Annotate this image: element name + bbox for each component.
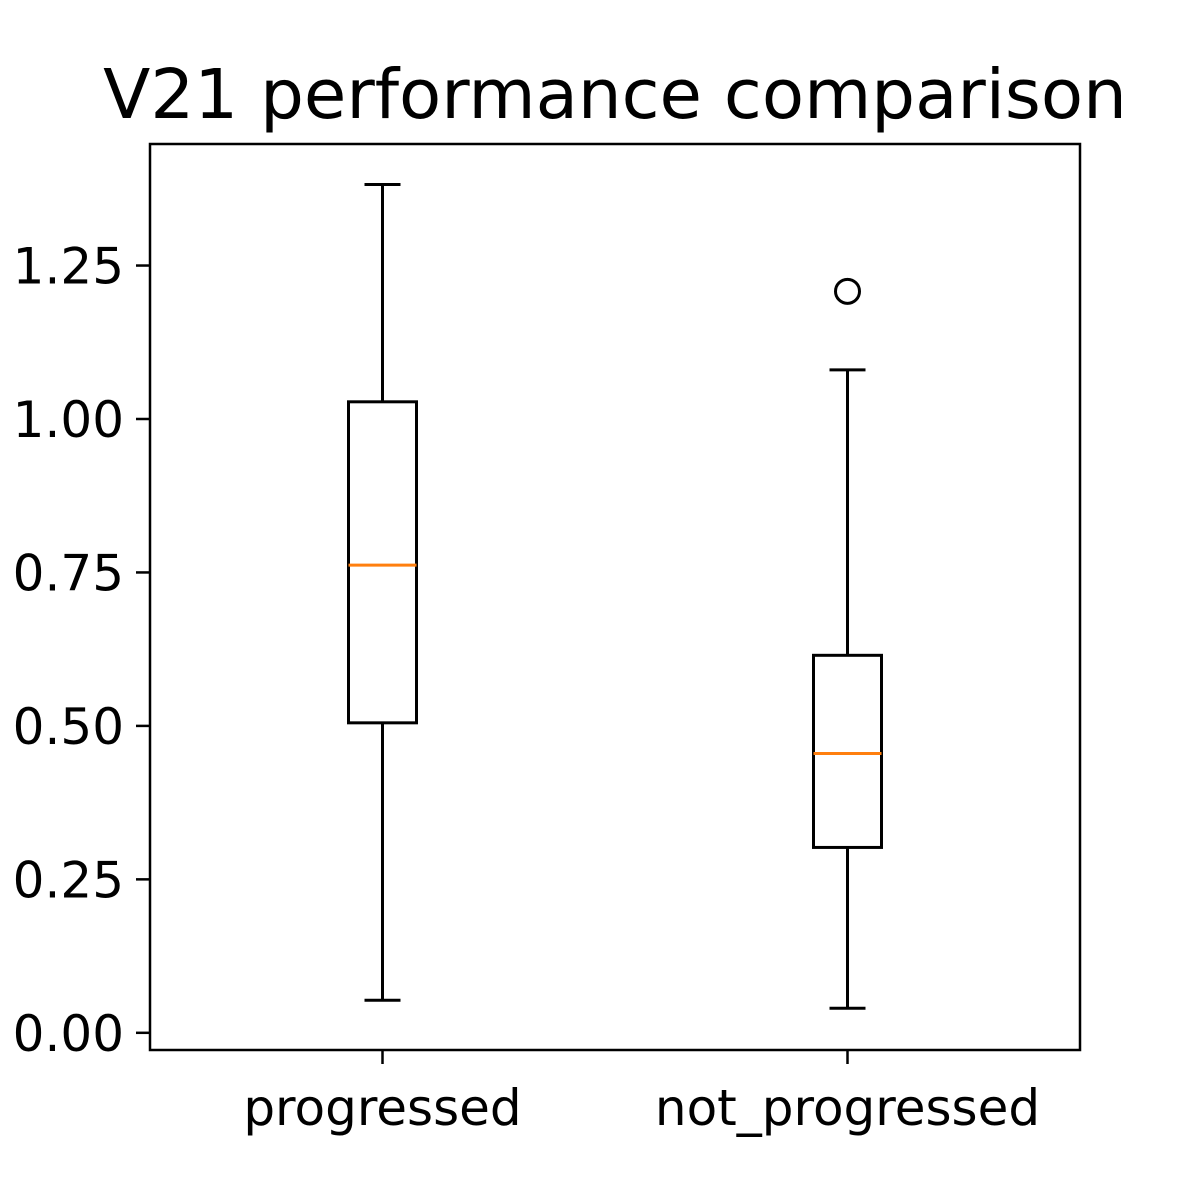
axes-frame: [148, 142, 1082, 1052]
y-tick-label: 0.50: [13, 698, 124, 756]
y-tick-label: 0.25: [13, 851, 124, 909]
chart-title: V21 performance comparison: [103, 55, 1127, 135]
x-tick-label: progressed: [243, 1079, 521, 1137]
y-tick-label: 0.75: [13, 544, 124, 602]
y-tick-label: 1.25: [13, 238, 124, 296]
box-not_progressed: [812, 653, 883, 849]
y-tick-label: 1.00: [13, 391, 124, 449]
outlier-point: [834, 277, 861, 305]
box-progressed: [347, 400, 418, 725]
plot-area: 0.00 0.25 0.50 0.75 1.00 1.25 progressed not_pr…: [13, 183, 1040, 1137]
y-tick-label: 0.00: [13, 1005, 124, 1063]
x-tick-label: not_progressed: [655, 1079, 1040, 1137]
